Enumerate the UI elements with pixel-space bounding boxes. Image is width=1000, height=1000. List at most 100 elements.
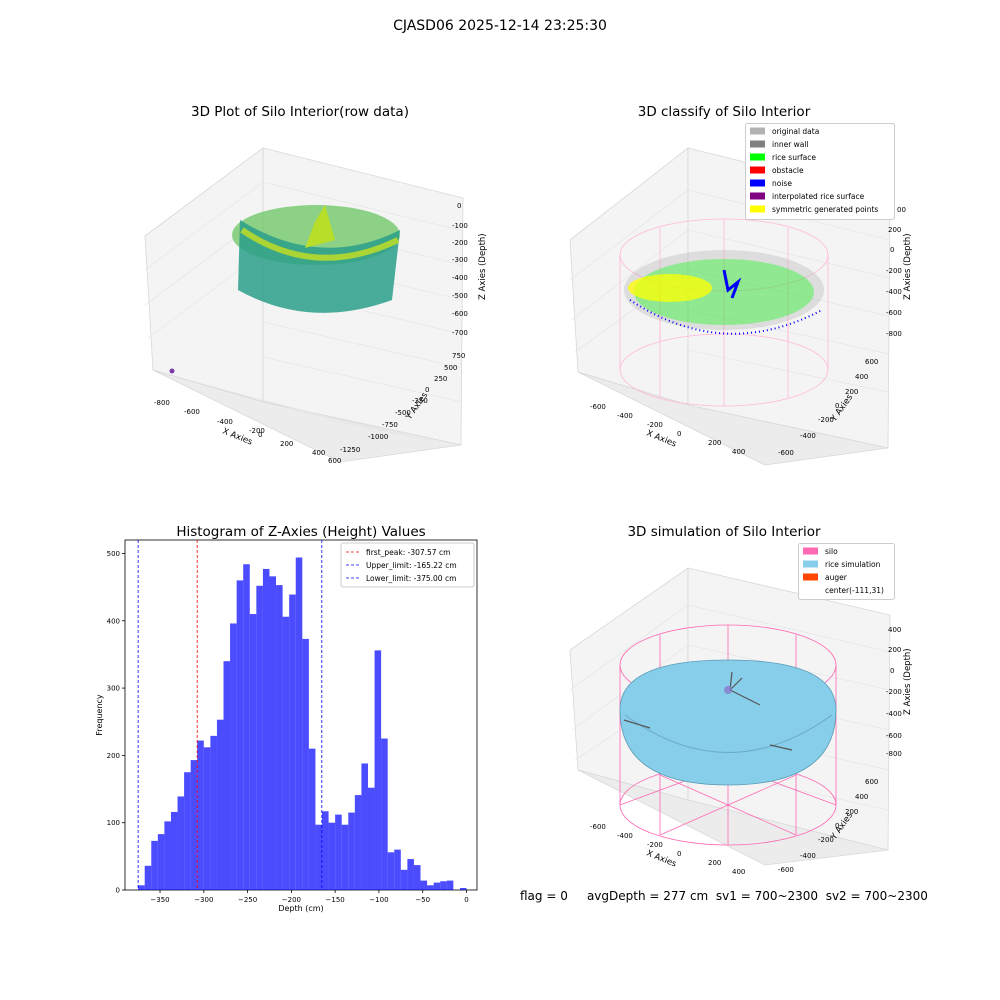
classify-y-tick: 600	[865, 358, 878, 366]
classify-silo-wireframe	[619, 218, 829, 407]
classify-noise-cluster	[722, 269, 742, 299]
raw-z-tick: -600	[452, 310, 468, 318]
raw-y-tick: -750	[382, 421, 398, 429]
histogram-bar	[433, 882, 441, 890]
raw-x-tick: -600	[184, 408, 200, 416]
classify-z-tick: 0	[890, 246, 894, 254]
raw-y-tick: 0	[425, 386, 429, 394]
raw-3d-plot: -800 -600 -400 -200 0 200 400 600 750 50…	[144, 147, 488, 465]
histogram-bar	[394, 849, 401, 890]
histogram-y-tick-label: 0	[116, 887, 120, 895]
histogram-x-tick-label: −100	[369, 896, 388, 904]
sim-y-tick: 0	[835, 822, 839, 830]
histogram-y-tick-label: 400	[107, 617, 120, 625]
histogram-bar	[190, 760, 198, 890]
histogram-bar	[322, 811, 329, 890]
classify-legend-label: obstacle	[772, 166, 804, 175]
classify-z-tick: -600	[886, 309, 902, 317]
sim-plot-title: 3D simulation of Silo Interior	[627, 524, 821, 540]
sim-center-marker	[724, 686, 732, 694]
histogram-bar	[335, 814, 342, 890]
histogram-bar	[177, 796, 185, 890]
sim-x-tick: 400	[732, 868, 745, 876]
histogram-bar	[210, 735, 217, 890]
classify-legend-label: rice surface	[772, 153, 816, 162]
sim-x-tick: 0	[677, 850, 681, 858]
histogram-bar	[407, 859, 414, 890]
sv2-text: sv2 = 700~2300	[825, 889, 928, 903]
histogram-y-tick-label: 300	[107, 685, 120, 693]
histogram-bar	[138, 885, 145, 890]
histogram-legend-label: first_peak: -307.57 cm	[366, 548, 450, 557]
histogram-bar	[151, 840, 158, 890]
raw-y-tick: 500	[444, 364, 457, 372]
sim-legend-swatch	[803, 560, 818, 568]
histogram-y-tick-label: 200	[107, 752, 120, 760]
histogram-bar	[282, 616, 290, 890]
raw-surface-rim	[240, 227, 400, 261]
classify-noise-ring	[629, 299, 823, 335]
sim-rice-surface	[619, 659, 837, 786]
sim-z-tick: -800	[886, 750, 902, 758]
classify-y-tick: -400	[800, 432, 816, 440]
classify-z-tick: -800	[886, 330, 902, 338]
histogram-bar	[184, 772, 191, 890]
classify-legend-label: interpolated rice surface	[772, 192, 865, 201]
histogram-x-tick-label: −300	[194, 896, 213, 904]
histogram-bar	[348, 812, 355, 890]
sim-z-tick: -400	[886, 710, 902, 718]
sim-x-tick: -600	[590, 823, 606, 831]
classify-legend-swatch	[750, 166, 765, 174]
raw-z-tick: -300	[452, 256, 468, 264]
classify-legend-swatch	[750, 205, 765, 213]
sim-auger	[623, 671, 793, 751]
sim-legend-swatch	[803, 547, 818, 555]
sim-legend-label: silo	[825, 547, 838, 556]
raw-y-tick: -500	[395, 409, 411, 417]
sim-x-axis-label: X Axies	[645, 849, 678, 870]
flag-text: flag = 0	[520, 889, 568, 903]
classify-z-axis-label: Z Axies (Depth)	[903, 233, 913, 300]
raw-y-tick: 750	[452, 352, 465, 360]
histogram-bar	[170, 811, 178, 890]
classify-x-tick: -400	[617, 412, 633, 420]
histogram-bar	[361, 763, 368, 890]
classify-y-tick: 200	[845, 388, 858, 396]
raw-surface-peak	[305, 205, 335, 248]
raw-z-axis-label: Z Axies (Depth)	[478, 233, 488, 300]
sim-z-tick: -600	[886, 732, 902, 740]
raw-x-tick: -200	[249, 427, 265, 435]
raw-surface-body	[238, 220, 400, 313]
classify-x-tick: -200	[647, 421, 663, 429]
histogram-bar	[446, 880, 454, 890]
histogram-x-axis-label: Depth (cm)	[278, 904, 323, 913]
histogram-bar	[256, 585, 263, 890]
histogram-bar	[374, 650, 382, 890]
classify-x-axis-label: X Axies	[645, 429, 678, 450]
raw-plot-title: 3D Plot of Silo Interior(row data)	[191, 104, 409, 120]
classify-legend-swatch	[750, 179, 765, 187]
raw-x-tick: -400	[217, 418, 233, 426]
classify-legend-box	[745, 123, 895, 220]
classify-legend: original data inner wall rice surface obsta…	[745, 123, 895, 220]
histogram-bar	[295, 557, 303, 890]
sim-y-tick: -600	[778, 866, 794, 874]
histogram-bar	[289, 594, 296, 890]
sim-floor-pane	[577, 769, 889, 866]
histogram-bar	[223, 661, 231, 890]
histogram-bar	[354, 795, 362, 890]
histogram-bar	[216, 719, 224, 890]
classify-legend-label: noise	[772, 179, 792, 188]
histogram-bar	[276, 585, 283, 890]
sim-rice-surface-edge	[624, 714, 833, 753]
raw-x-tick: 200	[280, 440, 293, 448]
classify-y-tick: -200	[818, 416, 834, 424]
raw-x-tick: 0	[258, 431, 262, 439]
status-footer: flag = 0 avgDepth = 277 cm sv1 = 700~230…	[520, 889, 928, 903]
classify-x-tick: 0	[677, 430, 681, 438]
raw-z-tick: -200	[452, 239, 468, 247]
classify-symmetric-points	[628, 274, 712, 302]
classify-z-tick-partial: 00	[897, 206, 906, 214]
sim-y-tick: 400	[855, 793, 868, 801]
sim-legend-swatch	[803, 573, 818, 581]
